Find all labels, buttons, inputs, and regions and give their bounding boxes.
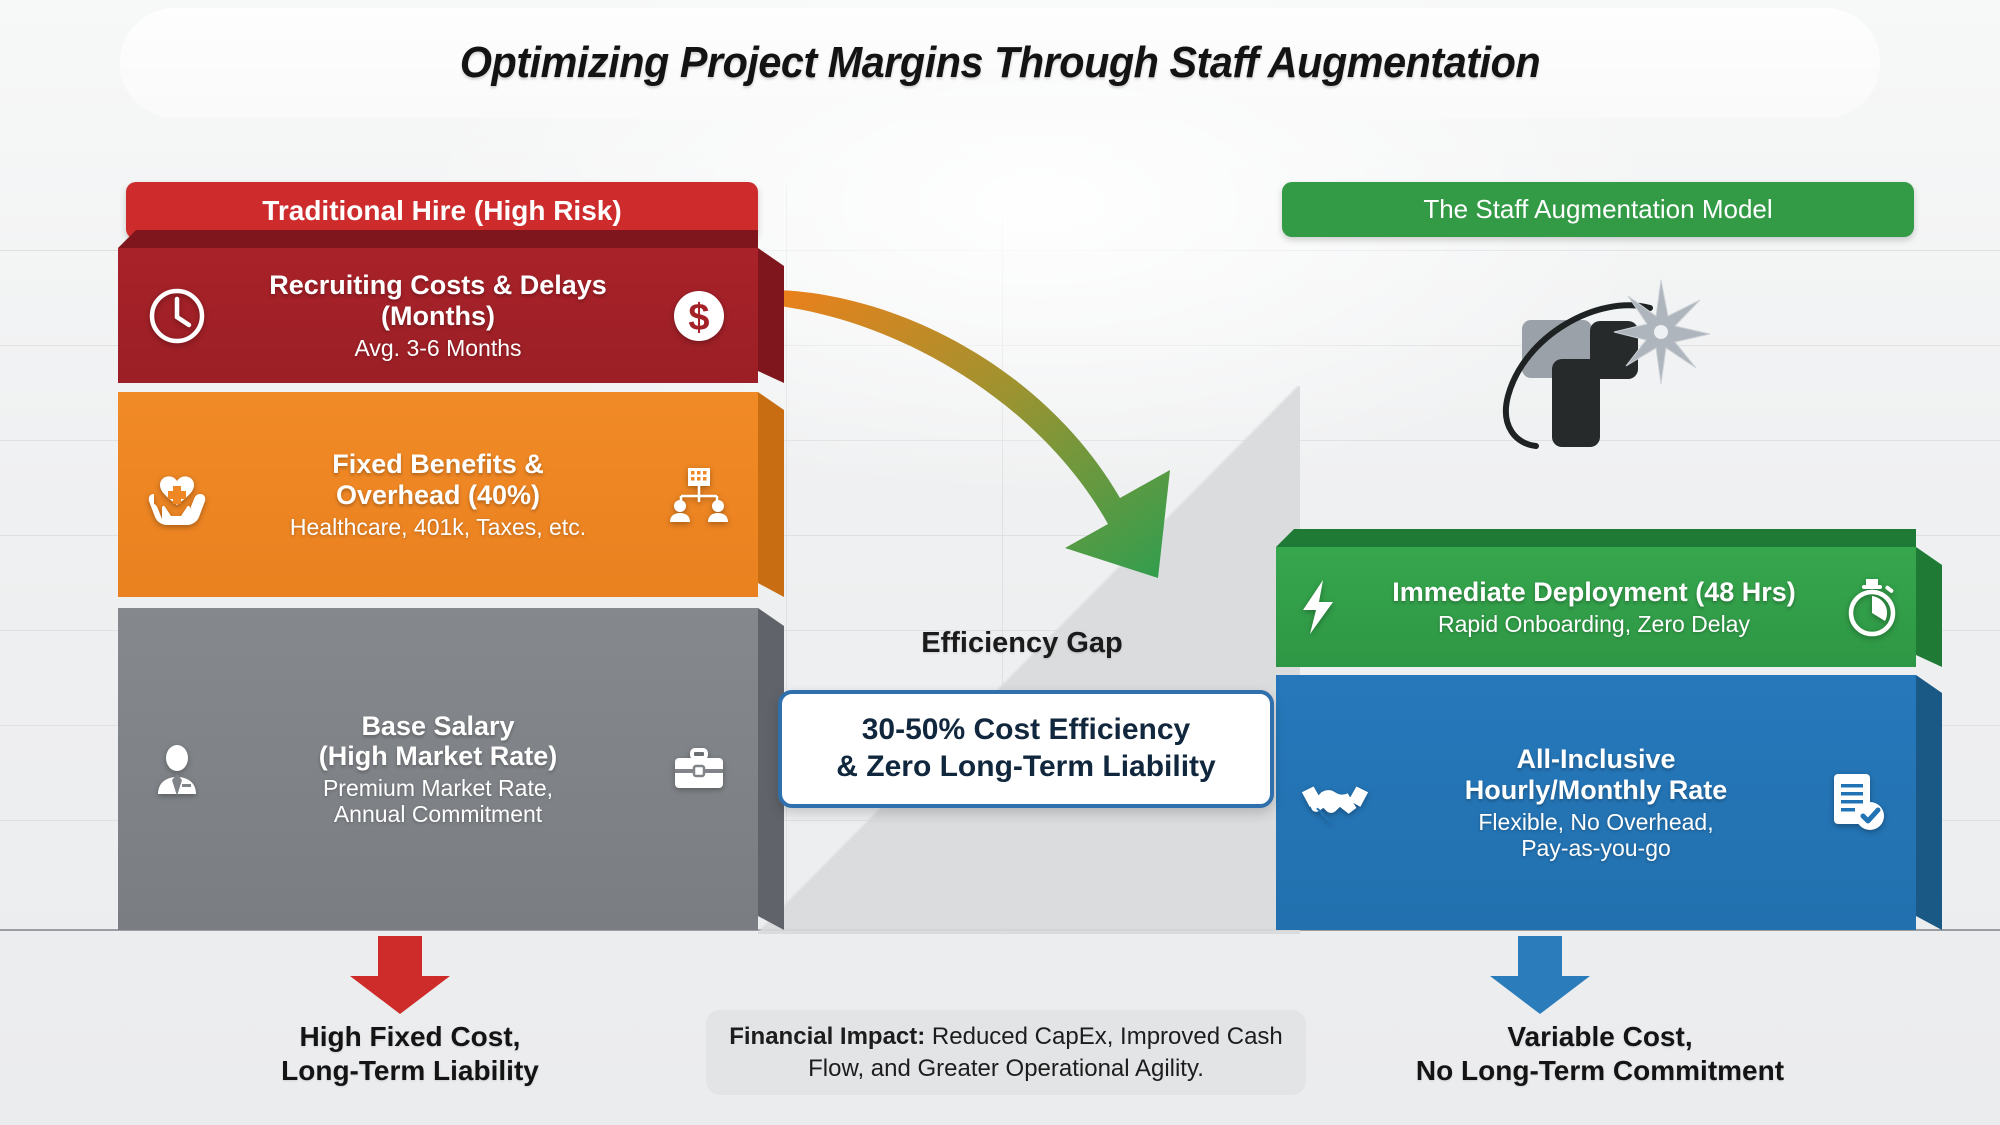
block-subtitle: Premium Market Rate, Annual Commitment: [322, 775, 554, 828]
block-subtitle: Flexible, No Overhead, Pay-as-you-go: [1478, 808, 1714, 861]
block-text: Immediate Deployment (48 Hrs) Rapid Onbo…: [1346, 577, 1842, 637]
block-title: All-Inclusive: [1516, 744, 1676, 775]
block-title-line2: (Months): [381, 300, 495, 331]
block-text: Recruiting Costs & Delays (Months) Avg. …: [214, 270, 662, 361]
efficiency-gap-wedge: [758, 386, 1300, 934]
right-down-arrow: [1490, 936, 1590, 1014]
brand-logo-mark: [1478, 276, 1748, 486]
left-footer-caption: High Fixed Cost, Long-Term Liability: [281, 1021, 539, 1087]
heart-hands-icon: [140, 464, 214, 526]
block-title: Recruiting Costs & Delays: [269, 270, 607, 301]
right-footer-caption: Variable Cost, No Long-Term Commitment: [1415, 1021, 1785, 1087]
block-recruiting-costs: Recruiting Costs & Delays (Months) Avg. …: [118, 230, 758, 383]
block-subtitle: Avg. 3-6 Months: [354, 334, 522, 361]
block-title: Immediate Deployment (48 Hrs): [1392, 577, 1796, 607]
block-all-inclusive-rate: All-Inclusive Hourly/Monthly Rate Flexib…: [1276, 675, 1916, 930]
block-title: Fixed Benefits &: [332, 449, 544, 480]
block-title: Base Salary: [361, 710, 515, 741]
document-check-icon: [1820, 770, 1894, 836]
financial-impact-box: Financial Impact: Reduced CapEx, Improve…: [706, 1010, 1306, 1095]
page-title: Optimizing Project Margins Through Staff…: [459, 38, 1541, 87]
block-title-line2: Hourly/Monthly Rate: [1464, 774, 1728, 805]
stopwatch-icon: [1842, 577, 1902, 637]
block-text: Base Salary (High Market Rate) Premium M…: [214, 711, 662, 828]
title-banner: [120, 8, 1880, 118]
block-title-line2: Overhead (40%): [335, 479, 541, 510]
org-chart-icon: [662, 464, 736, 526]
block-immediate-deployment: Immediate Deployment (48 Hrs) Rapid Onbo…: [1276, 529, 1916, 667]
briefcase-icon: [662, 738, 736, 800]
callout-line-1: 30-50% Cost Efficiency: [861, 713, 1191, 747]
financial-impact-label: Financial Impact:: [729, 1023, 926, 1051]
column-header-staff-augmentation: The Staff Augmentation Model: [1282, 182, 1914, 237]
block-text: Fixed Benefits & Overhead (40%) Healthca…: [214, 449, 662, 540]
handshake-icon: [1298, 776, 1372, 830]
block-subtitle: Healthcare, 401k, Taxes, etc.: [289, 513, 587, 540]
businessperson-icon: [140, 738, 214, 800]
block-subtitle: Rapid Onboarding, Zero Delay: [1438, 610, 1750, 637]
column-header-traditional: Traditional Hire (High Risk): [126, 182, 758, 239]
efficiency-callout: 30-50% Cost Efficiency & Zero Long-Term …: [778, 690, 1274, 808]
curved-transition-arrow: [758, 289, 1170, 578]
left-down-arrow: [350, 936, 450, 1014]
financial-impact-text: Reduced CapEx, Improved Cash Flow, and G…: [808, 1023, 1283, 1082]
block-fixed-benefits: Fixed Benefits & Overhead (40%) Healthca…: [118, 392, 758, 597]
block-text: All-Inclusive Hourly/Monthly Rate Flexib…: [1372, 744, 1820, 861]
clock-icon: [140, 285, 214, 347]
lightning-bolt-icon: [1290, 578, 1346, 636]
block-title-line2: (High Market Rate): [318, 741, 558, 772]
svg-text:$: $: [688, 297, 709, 339]
column-header-staff-augmentation-label: The Staff Augmentation Model: [1423, 194, 1773, 224]
block-base-salary: Base Salary (High Market Rate) Premium M…: [118, 608, 758, 930]
callout-line-2: & Zero Long-Term Liability: [836, 750, 1216, 783]
dollar-coin-icon: $: [662, 285, 736, 347]
column-header-traditional-label: Traditional Hire (High Risk): [262, 194, 622, 226]
efficiency-gap-label: Efficiency Gap: [921, 627, 1123, 659]
